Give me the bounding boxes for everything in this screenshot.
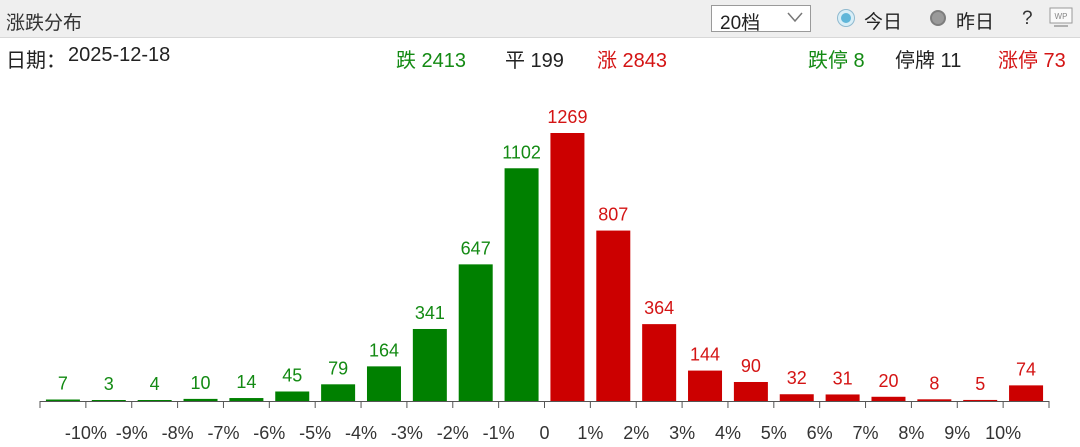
bar-value-label: 144: [690, 345, 720, 365]
bar-0: [45, 399, 80, 401]
flat-count: 平 199: [505, 50, 564, 72]
radio-yesterday[interactable]: 昨日: [930, 8, 1010, 33]
bar-value-label: 164: [369, 340, 399, 360]
distribution-chart: 7 3 4 10 14 45 79 164 341 647 1102 1269 807 364 144 90 3…: [39, 107, 1050, 443]
bar-4: [229, 398, 264, 401]
tick-label: 8%: [898, 423, 924, 443]
tick-label: 4%: [715, 423, 741, 443]
tick-label: -8%: [162, 423, 194, 443]
radio-yesterday-label: 昨日: [956, 12, 995, 33]
tick-label: -2%: [437, 423, 469, 443]
bar-value-label: 341: [415, 303, 445, 323]
bar-value-label: 20: [878, 371, 898, 391]
fall-count: 跌 2413: [396, 50, 467, 72]
bar-6: [321, 384, 356, 401]
tick-label: 6%: [807, 423, 833, 443]
radio-today[interactable]: 今日: [838, 8, 918, 33]
title-bar: 涨跌分布 20档 今日 昨日 ? WP: [0, 0, 1080, 38]
bar-16: [779, 394, 814, 401]
radio-today-label: 今日: [864, 12, 903, 33]
bar-value-label: 14: [236, 372, 256, 392]
wp-icon-label: WP: [1055, 12, 1068, 21]
bar-15: [733, 381, 768, 401]
radio-unselected-icon: [930, 10, 946, 26]
tick-label: 5%: [761, 423, 787, 443]
tick-label: -10%: [65, 423, 107, 443]
bar-12: [596, 230, 631, 401]
bucket-select[interactable]: 20档: [711, 5, 811, 34]
date-label: 日期：: [6, 50, 66, 72]
date-value: 2025-12-18: [68, 44, 171, 66]
bar-21: [1009, 385, 1044, 401]
bar-3: [183, 398, 218, 401]
bar-11: [550, 133, 585, 401]
rise-count: 涨 2843: [597, 50, 668, 72]
suspended-count: 停牌 11: [895, 50, 962, 72]
tick-label: 9%: [944, 423, 970, 443]
tick-label: -6%: [253, 423, 285, 443]
tick-label: -3%: [391, 423, 423, 443]
bar-value-label: 4: [150, 374, 160, 394]
bar-8: [412, 328, 447, 401]
bar-value-label: 90: [741, 356, 761, 376]
tick-label: 1%: [577, 423, 603, 443]
bar-14: [688, 370, 723, 401]
bar-5: [275, 391, 310, 401]
bar-18: [871, 396, 906, 401]
limit-down-count: 跌停 8: [808, 50, 865, 72]
bar-value-label: 647: [461, 238, 491, 258]
bar-value-label: 5: [975, 374, 985, 394]
tick-label: -9%: [116, 423, 148, 443]
tick-label: 3%: [669, 423, 695, 443]
bar-20: [963, 399, 998, 401]
tick-label: -1%: [483, 423, 515, 443]
tick-label: 0: [539, 423, 549, 443]
bar-13: [642, 324, 677, 401]
panel-title: 涨跌分布: [6, 13, 83, 34]
tick-label: 10%: [985, 423, 1021, 443]
bar-19: [917, 399, 952, 401]
bar-value-label: 32: [787, 368, 807, 388]
bar-17: [825, 394, 860, 401]
tick-label: -4%: [345, 423, 377, 443]
bar-10: [504, 168, 539, 401]
tick-label: 2%: [623, 423, 649, 443]
bar-value-label: 3: [104, 374, 114, 394]
chevron-down-icon: [787, 12, 803, 23]
tick-label: 7%: [853, 423, 879, 443]
bar-value-label: 10: [191, 373, 211, 393]
bar-1: [91, 400, 126, 401]
bar-7: [366, 366, 401, 401]
bar-value-label: 74: [1016, 359, 1036, 379]
bar-value-label: 364: [644, 298, 674, 318]
bucket-select-value: 20档: [720, 13, 761, 34]
bar-value-label: 7: [58, 374, 68, 394]
bar-value-label: 31: [833, 368, 853, 388]
bar-value-label: 8: [929, 373, 939, 393]
tick-label: -5%: [299, 423, 331, 443]
bar-value-label: 79: [328, 358, 348, 378]
tick-label: -7%: [207, 423, 239, 443]
limit-up-count: 涨停 73: [998, 50, 1066, 72]
bar-value-label: 1102: [502, 142, 541, 162]
bar-2: [137, 400, 172, 401]
bar-value-label: 807: [598, 205, 628, 225]
help-button[interactable]: ?: [1022, 8, 1033, 29]
bar-value-label: 1269: [547, 107, 587, 127]
radio-selected-icon: [838, 10, 854, 26]
bar-value-label: 45: [282, 365, 302, 385]
bar-9: [458, 264, 493, 401]
wp-icon[interactable]: WP: [1049, 7, 1073, 29]
